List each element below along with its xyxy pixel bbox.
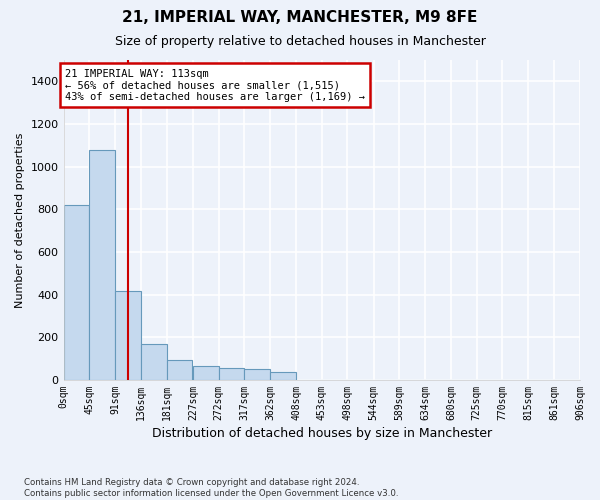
Bar	[167, 360, 193, 380]
Bar	[244, 370, 270, 380]
Bar	[141, 344, 167, 380]
X-axis label: Distribution of detached houses by size in Manchester: Distribution of detached houses by size …	[152, 427, 492, 440]
Y-axis label: Number of detached properties: Number of detached properties	[15, 132, 25, 308]
Bar	[89, 150, 115, 380]
Text: Contains HM Land Registry data © Crown copyright and database right 2024.
Contai: Contains HM Land Registry data © Crown c…	[24, 478, 398, 498]
Text: Size of property relative to detached houses in Manchester: Size of property relative to detached ho…	[115, 35, 485, 48]
Text: 21, IMPERIAL WAY, MANCHESTER, M9 8FE: 21, IMPERIAL WAY, MANCHESTER, M9 8FE	[122, 10, 478, 25]
Bar	[270, 372, 296, 380]
Bar	[193, 366, 218, 380]
Bar	[115, 292, 141, 380]
Bar	[218, 368, 244, 380]
Text: 21 IMPERIAL WAY: 113sqm
← 56% of detached houses are smaller (1,515)
43% of semi: 21 IMPERIAL WAY: 113sqm ← 56% of detache…	[65, 68, 365, 102]
Bar	[64, 205, 89, 380]
